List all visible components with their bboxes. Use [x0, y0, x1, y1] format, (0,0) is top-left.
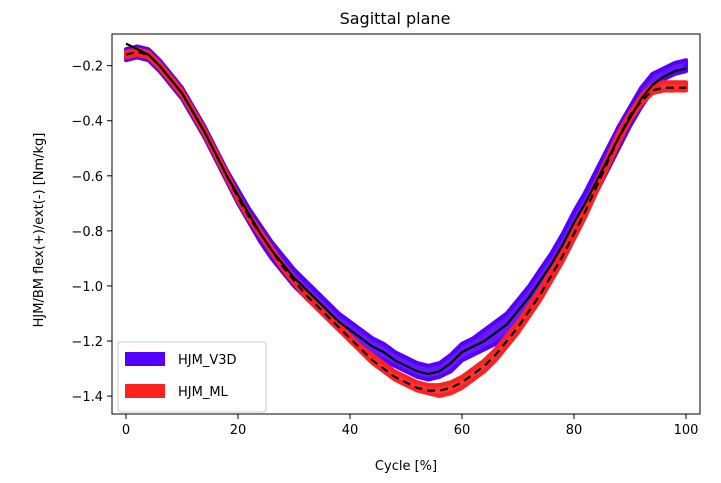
- mean-line-solid: [125, 42, 687, 376]
- series-bands: [124, 44, 688, 399]
- y-tick-label: −0.6: [71, 170, 103, 185]
- chart-title: Sagittal plane: [340, 9, 451, 28]
- y-tick-label: −1.2: [71, 335, 103, 350]
- x-tick-label: 20: [230, 423, 247, 438]
- mean-line-dashed: [125, 50, 686, 392]
- series-lines: [125, 42, 687, 392]
- legend: HJM_V3D HJM_ML: [117, 341, 267, 413]
- x-axis-ticks: 0 20 40 60 80 100: [122, 414, 699, 438]
- legend-label-hjm-v3d: HJM_V3D: [178, 353, 237, 368]
- y-axis-label: HJM/BM flex(+)/ext(-) [Nm/kg]: [32, 133, 47, 328]
- y-tick-label: −1.4: [71, 390, 103, 405]
- x-tick-label: 40: [342, 423, 359, 438]
- x-tick-label: 100: [674, 423, 699, 438]
- x-tick-label: 60: [454, 423, 471, 438]
- legend-swatch-hjm-v3d: [125, 352, 165, 366]
- y-tick-label: −0.8: [71, 225, 103, 240]
- band-hjm-ml: [124, 47, 688, 399]
- x-tick-label: 0: [122, 423, 130, 438]
- x-tick-label: 80: [566, 423, 583, 438]
- x-axis-label: Cycle [%]: [375, 459, 437, 474]
- y-tick-label: −0.2: [71, 60, 103, 75]
- y-axis-ticks: −1.4 −1.2 −1.0 −0.8 −0.6 −0.4 −0.2: [71, 60, 112, 405]
- plot-frame: [111, 33, 701, 415]
- legend-swatch-hjm-ml: [125, 384, 165, 398]
- legend-label-hjm-ml: HJM_ML: [178, 385, 229, 400]
- y-tick-label: −0.4: [71, 115, 103, 130]
- y-tick-label: −1.0: [71, 280, 103, 295]
